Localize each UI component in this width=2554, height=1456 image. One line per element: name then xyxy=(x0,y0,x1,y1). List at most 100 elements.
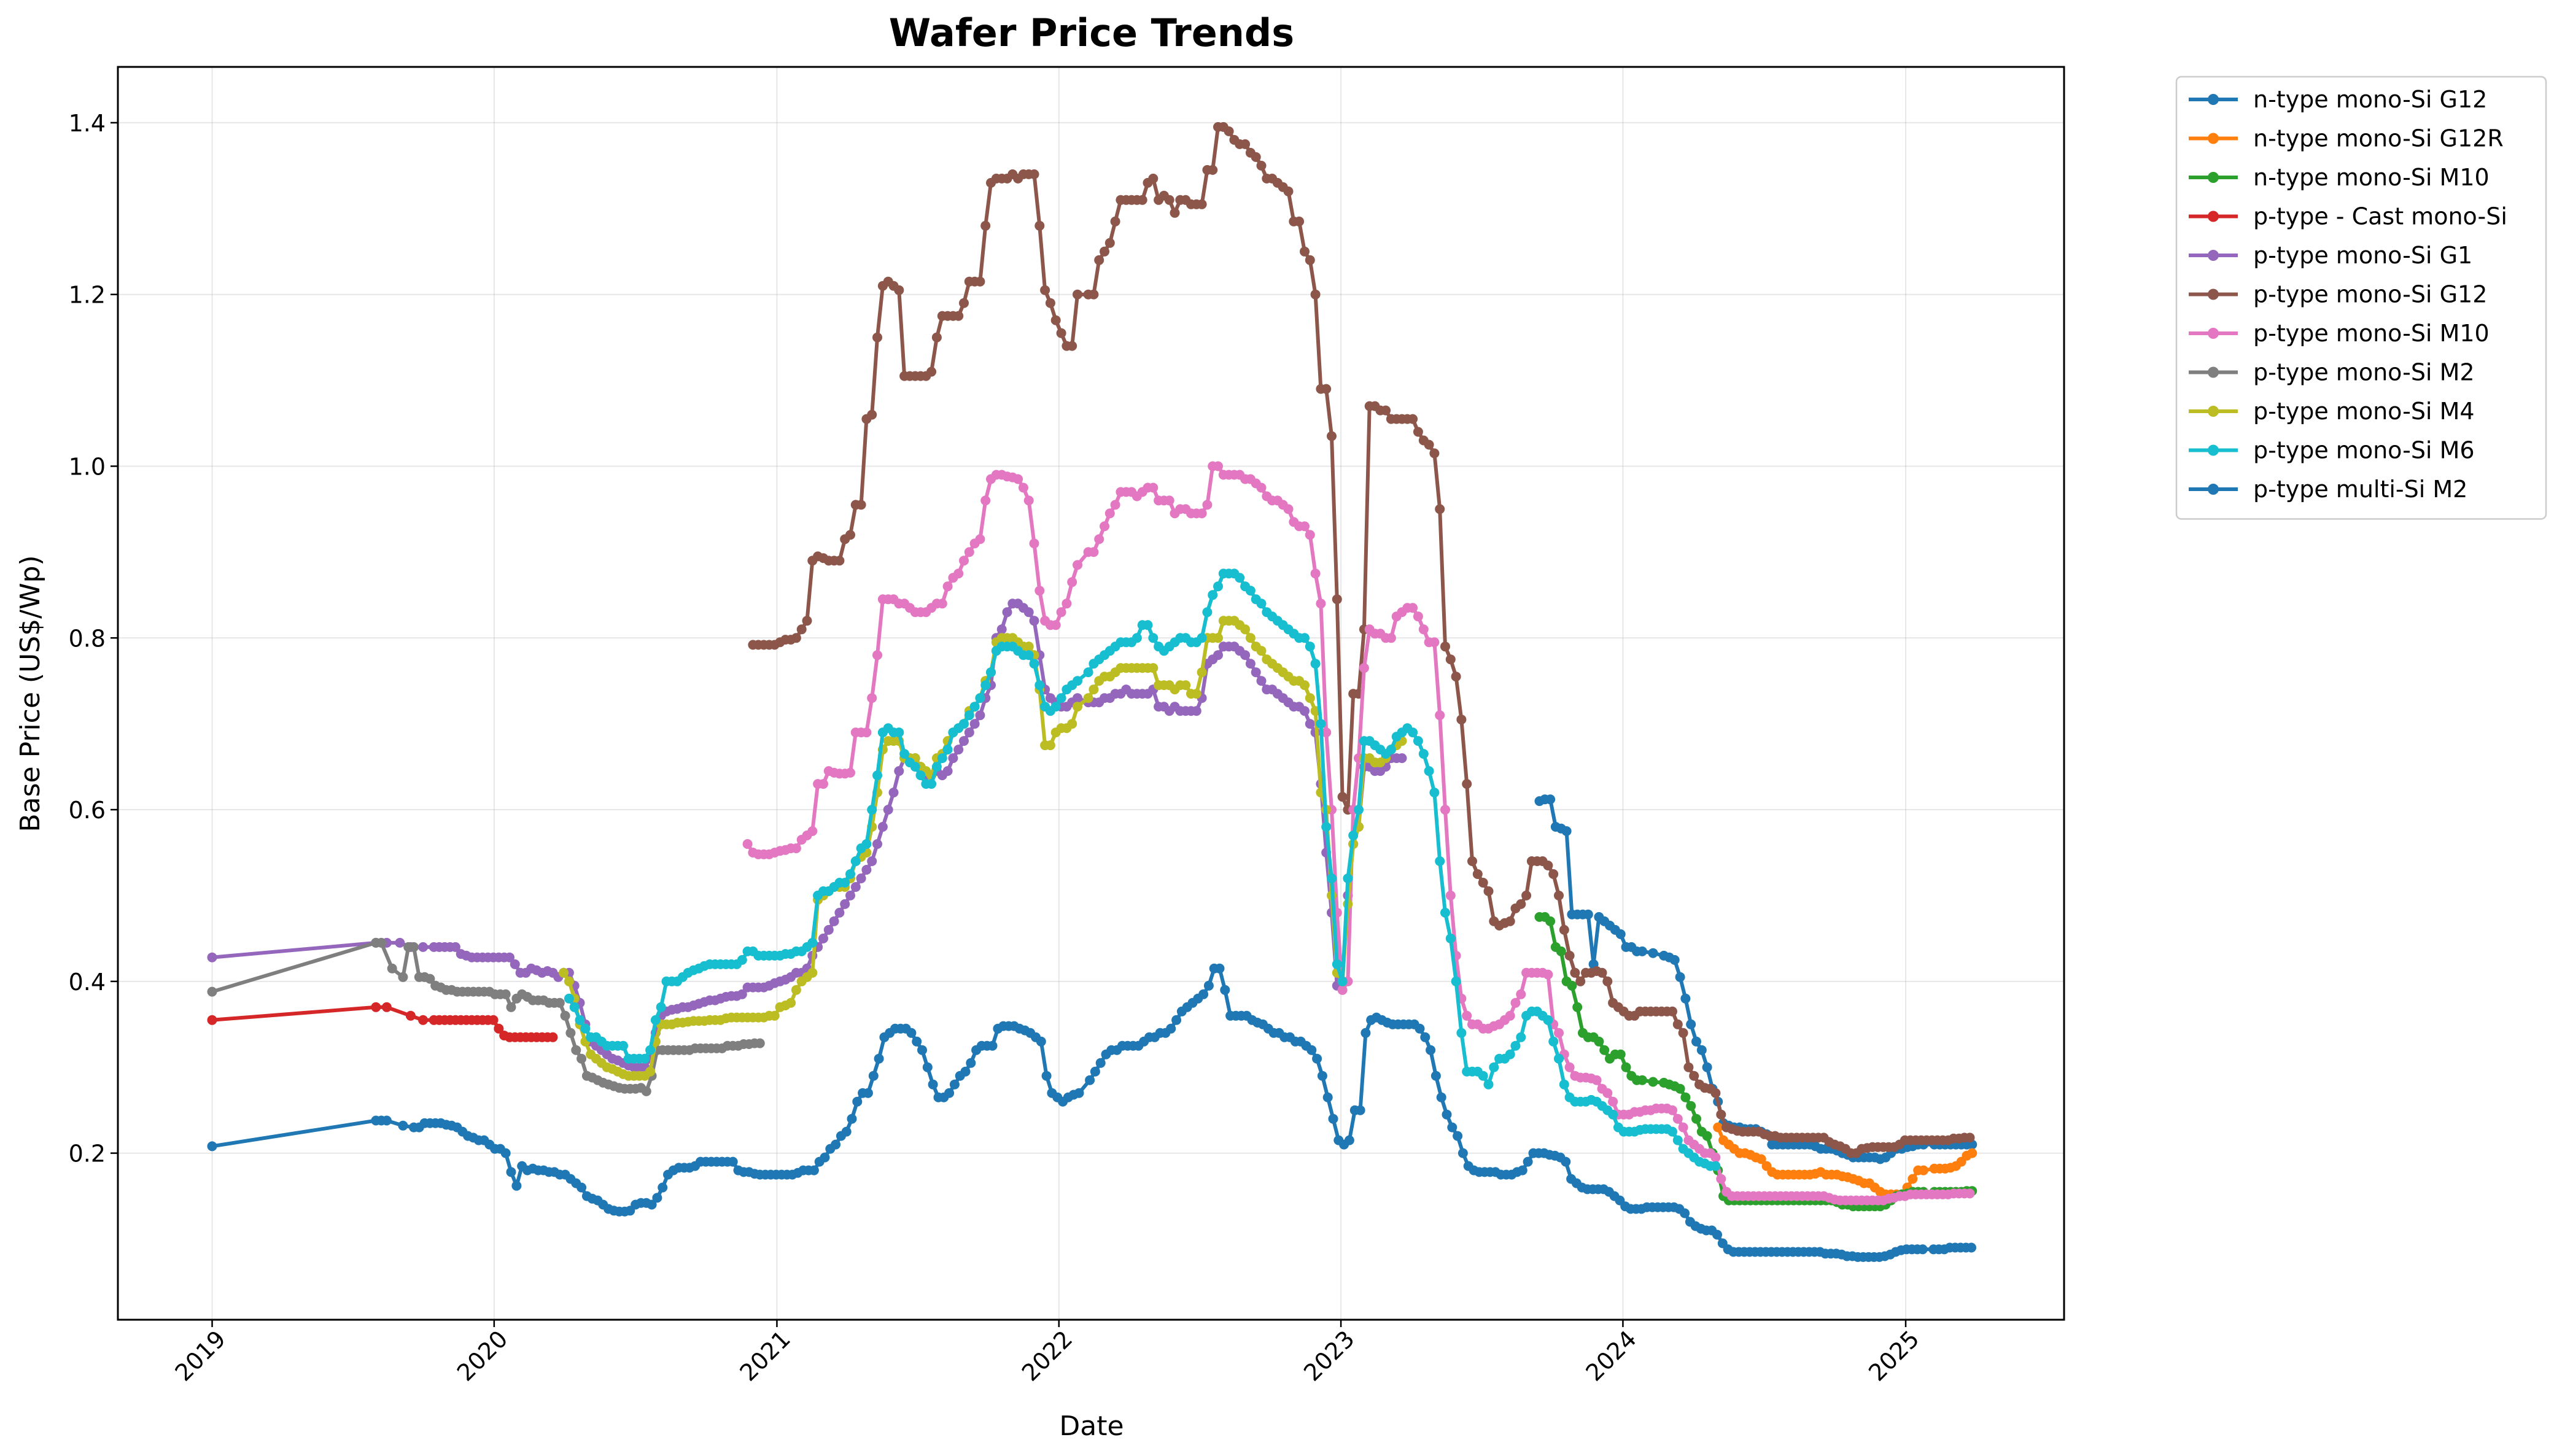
data-point xyxy=(1667,1126,1677,1137)
data-point xyxy=(818,933,828,943)
data-point xyxy=(1305,719,1315,729)
data-point xyxy=(845,530,855,540)
data-point xyxy=(1197,667,1207,678)
data-point xyxy=(1213,633,1223,643)
data-point xyxy=(1564,1062,1575,1072)
data-point xyxy=(1220,985,1230,995)
data-point xyxy=(1426,1045,1436,1055)
data-point xyxy=(1067,341,1077,351)
data-point xyxy=(1408,727,1418,738)
legend-label: p-type mono-Si G1 xyxy=(2253,242,2472,269)
data-point xyxy=(872,839,882,849)
data-point xyxy=(1680,1208,1690,1218)
data-point xyxy=(1045,298,1055,308)
data-point xyxy=(1591,1075,1602,1085)
data-point xyxy=(867,409,877,420)
data-point xyxy=(1678,1028,1688,1038)
data-point xyxy=(834,556,845,566)
data-point xyxy=(1559,924,1569,935)
series-7 xyxy=(742,461,1975,1206)
data-point xyxy=(1073,560,1082,570)
data-point xyxy=(912,1036,922,1047)
data-point xyxy=(1672,1135,1683,1145)
data-point xyxy=(1148,633,1159,643)
legend-item: n-type mono-Si M10 xyxy=(2189,164,2490,191)
data-point xyxy=(1523,1156,1533,1167)
data-point xyxy=(1667,1006,1677,1016)
data-point xyxy=(1413,736,1423,746)
data-point xyxy=(980,680,991,691)
data-point xyxy=(1310,659,1321,669)
y-tick-label: 0.6 xyxy=(69,797,106,824)
data-point xyxy=(1615,929,1626,939)
series-2 xyxy=(1713,1122,1978,1199)
data-point xyxy=(1023,495,1034,506)
data-point xyxy=(899,749,910,759)
data-point xyxy=(1683,1062,1694,1072)
data-point xyxy=(1110,500,1120,510)
data-point xyxy=(737,955,747,965)
data-point xyxy=(1483,1079,1494,1090)
x-axis-label: Date xyxy=(1059,1411,1124,1442)
data-point xyxy=(560,1010,570,1021)
data-point xyxy=(1418,624,1429,635)
data-point xyxy=(867,856,877,866)
data-point xyxy=(1418,749,1429,759)
data-point xyxy=(1050,315,1061,325)
data-point xyxy=(840,899,850,909)
data-point xyxy=(1283,186,1294,196)
data-point xyxy=(1559,1079,1569,1090)
data-point xyxy=(1100,246,1109,257)
data-point xyxy=(450,942,460,952)
data-point xyxy=(802,616,812,626)
data-point xyxy=(1300,521,1310,532)
legend-swatch-marker xyxy=(2208,444,2219,456)
data-point xyxy=(207,1015,217,1025)
data-point xyxy=(1029,538,1039,549)
data-point xyxy=(1713,1122,1723,1133)
data-point xyxy=(1429,637,1440,648)
data-point xyxy=(395,937,405,948)
data-point xyxy=(1245,633,1256,643)
data-point xyxy=(1170,207,1180,218)
data-point xyxy=(1451,672,1461,682)
data-point xyxy=(488,1015,499,1025)
data-point xyxy=(1310,289,1321,300)
data-point xyxy=(1435,856,1445,866)
data-point xyxy=(506,1002,516,1012)
data-point xyxy=(656,1002,666,1012)
legend-swatch-marker xyxy=(2208,94,2219,105)
data-point xyxy=(1355,1105,1365,1115)
data-point xyxy=(1516,989,1526,999)
legend-label: p-type multi-Si M2 xyxy=(2253,476,2467,503)
data-point xyxy=(1095,1058,1106,1068)
y-tick-label: 0.4 xyxy=(69,969,106,996)
data-point xyxy=(1181,680,1191,691)
data-point xyxy=(944,1088,955,1098)
data-point xyxy=(1453,1131,1463,1141)
data-point xyxy=(928,1079,938,1090)
data-point xyxy=(1554,1053,1564,1064)
data-point xyxy=(1300,706,1310,716)
data-point xyxy=(1440,907,1450,918)
data-point xyxy=(1191,689,1201,699)
data-point xyxy=(807,937,818,948)
data-point xyxy=(1669,955,1680,965)
data-point xyxy=(1420,1032,1430,1042)
data-point xyxy=(1245,586,1256,596)
data-point xyxy=(818,779,828,789)
data-point xyxy=(1413,427,1423,437)
data-point xyxy=(845,890,855,900)
data-point xyxy=(1023,650,1034,660)
data-point xyxy=(1034,220,1045,231)
data-point xyxy=(1386,633,1396,643)
data-point xyxy=(960,1066,971,1077)
data-point xyxy=(872,770,882,781)
data-point xyxy=(576,1053,587,1064)
data-point xyxy=(1756,1154,1766,1164)
legend-item: p-type mono-Si M10 xyxy=(2189,320,2490,347)
data-point xyxy=(1202,500,1213,510)
data-point xyxy=(1224,126,1234,136)
data-point xyxy=(894,766,904,776)
data-point xyxy=(845,767,855,778)
